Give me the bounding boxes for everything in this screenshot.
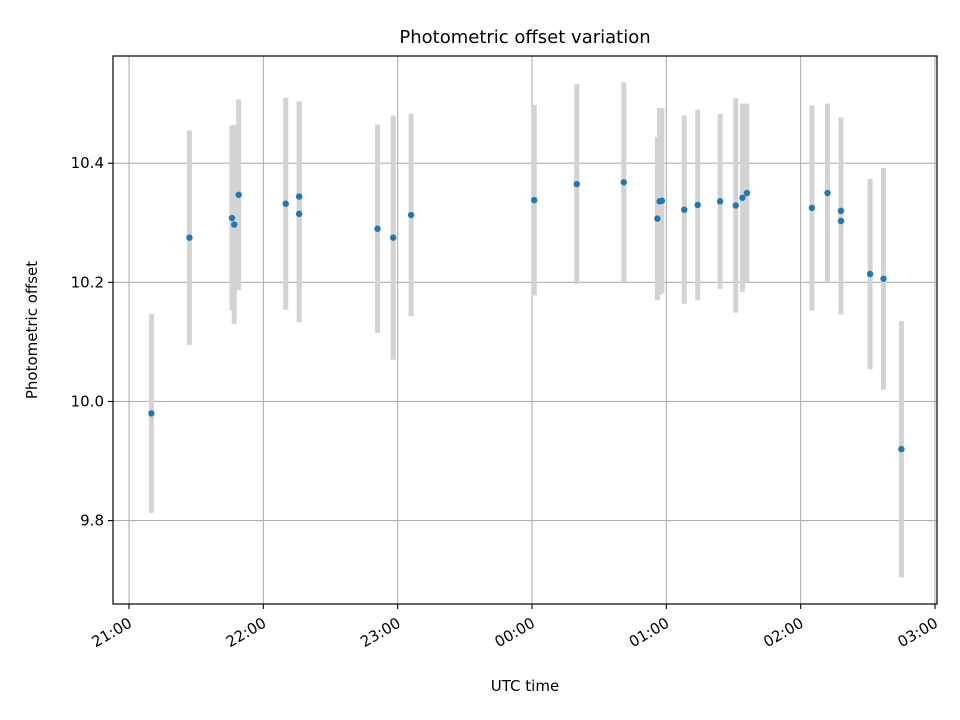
y-tick-label: 9.8	[80, 512, 104, 530]
data-point	[620, 179, 627, 186]
data-point	[228, 214, 236, 222]
data-point	[694, 201, 701, 209]
data-point	[880, 275, 887, 282]
data-point	[231, 221, 238, 228]
y-axis-label: Photometric offset	[23, 261, 41, 399]
data-point	[531, 196, 538, 204]
data-point	[739, 194, 746, 201]
data-point	[389, 234, 397, 241]
data-point	[732, 202, 739, 209]
x-axis-label: UTC time	[491, 677, 559, 695]
data-point	[866, 270, 874, 278]
data-point	[837, 207, 845, 215]
data-point	[186, 234, 193, 241]
y-tick-label: 10.2	[71, 273, 104, 291]
data-point	[824, 189, 831, 197]
data-point	[295, 210, 303, 218]
plot-frame	[112, 55, 938, 605]
chart-title: Photometric offset variation	[399, 27, 650, 48]
y-tick-label: 10.4	[71, 154, 104, 172]
data-point	[837, 217, 845, 225]
data-point	[658, 197, 666, 204]
data-point	[295, 193, 303, 200]
data-point	[808, 204, 816, 212]
y-axis-ticks: 9.8 10.0 10.2 10.4	[71, 154, 113, 530]
data-point	[716, 198, 724, 205]
data-points	[148, 179, 905, 453]
grid	[113, 56, 937, 604]
data-point	[407, 211, 415, 219]
data-point	[282, 200, 289, 207]
data-point	[681, 206, 688, 213]
data-point	[654, 215, 661, 222]
data-point	[573, 180, 580, 188]
data-point	[235, 191, 242, 198]
data-point	[743, 189, 751, 197]
data-point	[374, 225, 381, 232]
y-tick-label: 10.0	[71, 392, 104, 410]
data-point	[898, 445, 905, 453]
data-point	[148, 410, 155, 417]
